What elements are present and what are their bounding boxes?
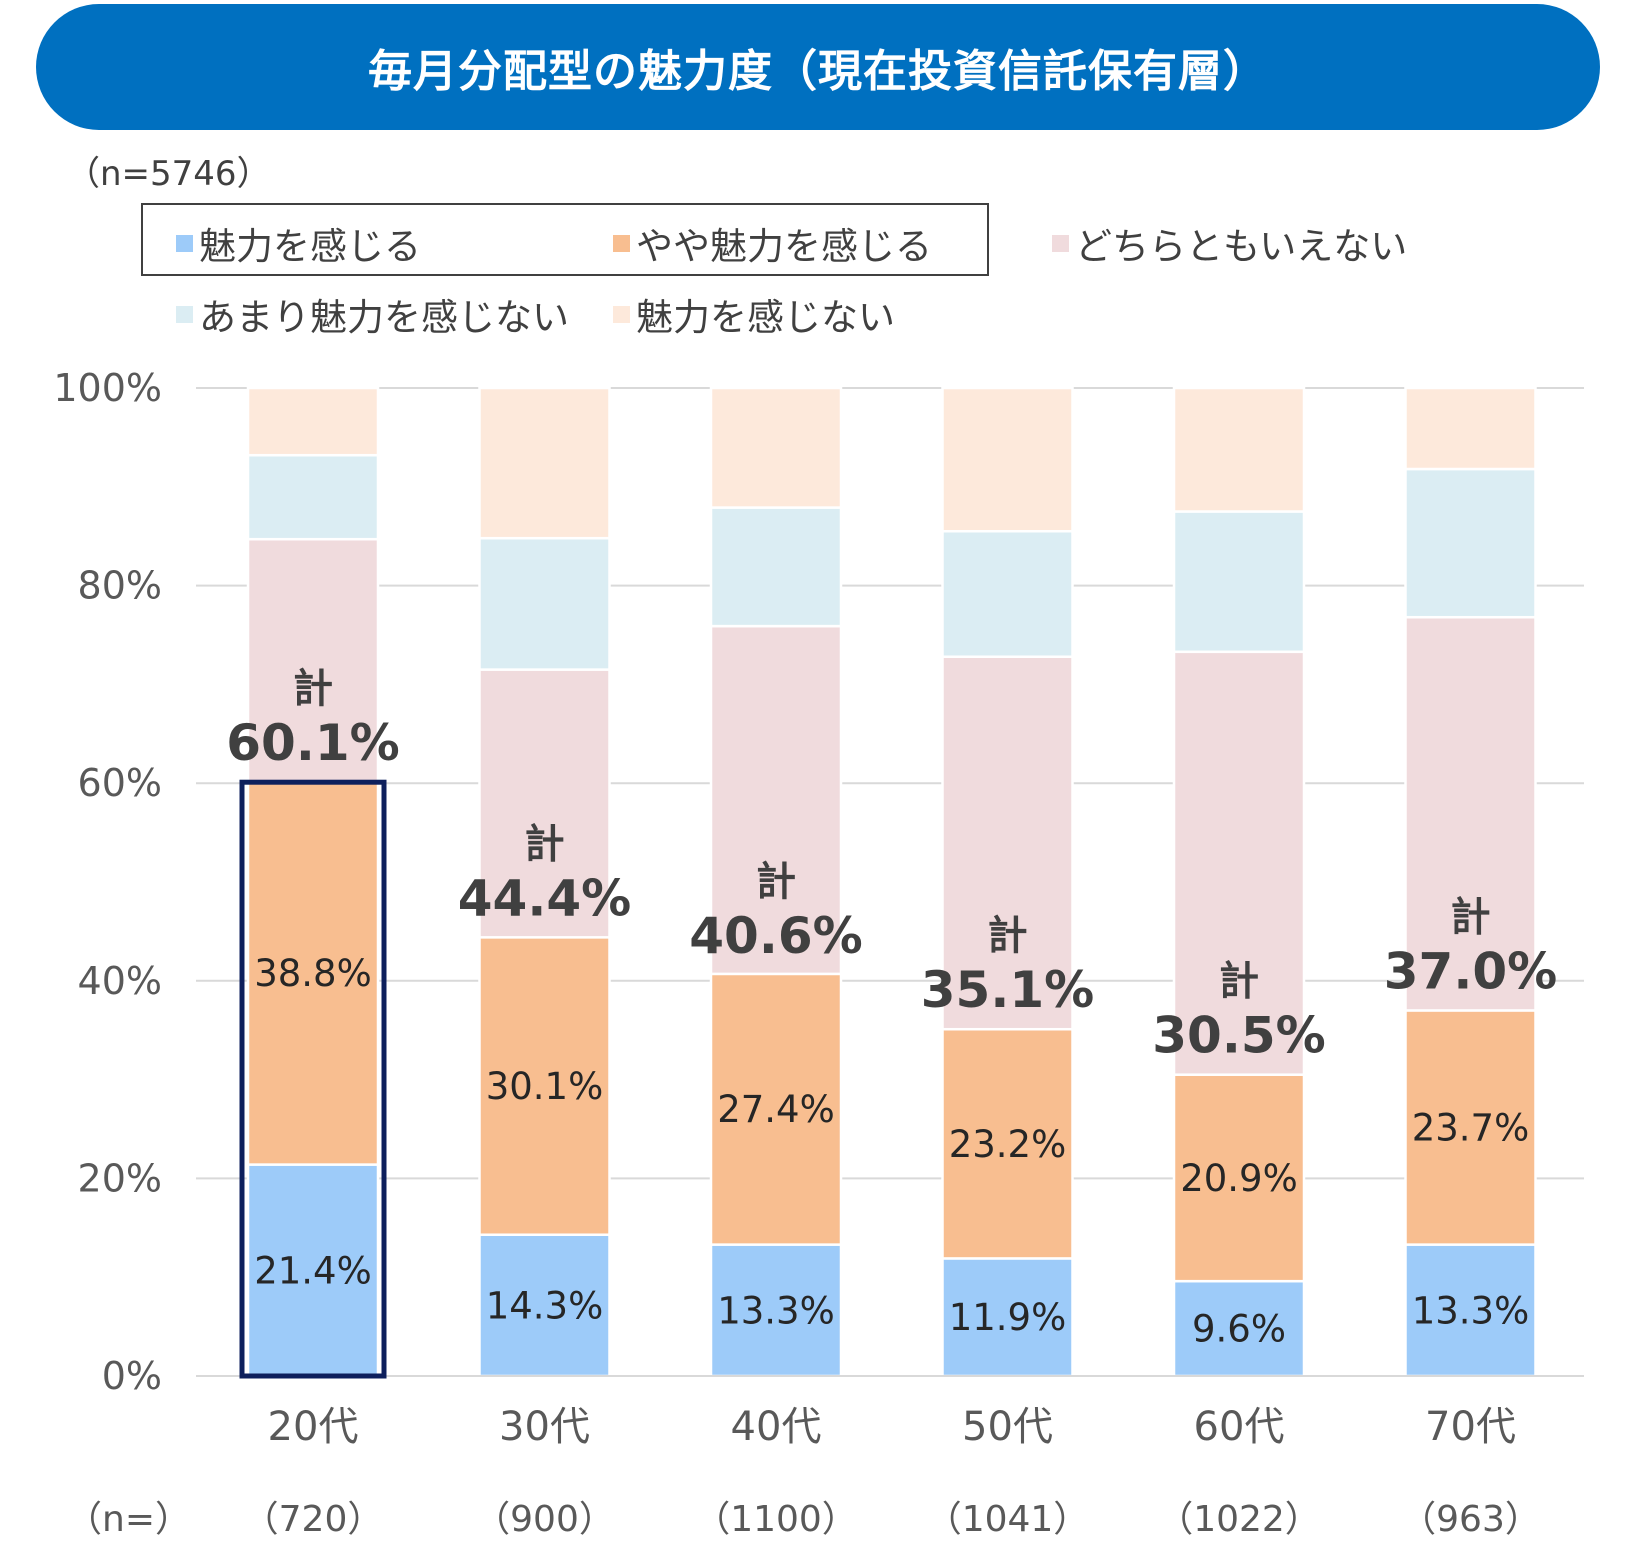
- legend-swatch-attractive: [176, 234, 193, 252]
- highlight-frame: [239, 779, 387, 1379]
- total-prefix: 計: [988, 913, 1028, 959]
- sample-size-label: （1041）: [926, 1499, 1090, 1540]
- data-label: 23.2%: [949, 1123, 1067, 1166]
- data-label: 13.3%: [717, 1289, 835, 1332]
- legend-label: やや魅力を感じる: [636, 225, 932, 268]
- data-label: 11.9%: [949, 1296, 1067, 1339]
- bar-segment: [246, 1163, 380, 1378]
- bar-segment: [1404, 467, 1537, 619]
- y-tick-label: 80%: [78, 564, 162, 608]
- legend-label: 魅力を感じない: [636, 296, 895, 339]
- total-label: 37.0%: [1384, 942, 1557, 1000]
- total-label: 60.1%: [226, 714, 399, 772]
- title-banner: 毎月分配型の魅力度（現在投資信託保有層）: [36, 4, 1600, 130]
- x-tick-label: 60代: [1194, 1404, 1285, 1450]
- legend-swatch-not-very-attractive: [176, 305, 193, 323]
- sample-size-row-label: （n=）: [66, 1499, 191, 1540]
- bar-segment: [709, 624, 843, 976]
- legend-swatch-neutral: [1052, 234, 1069, 252]
- y-tick-label: 0%: [102, 1354, 162, 1398]
- bar-segment: [709, 506, 843, 628]
- sample-size-label: （1022）: [1157, 1499, 1321, 1540]
- x-tick-label: 30代: [499, 1404, 590, 1450]
- x-tick-label: 70代: [1425, 1404, 1516, 1450]
- bar-segment: [941, 1027, 1074, 1260]
- legend-item-neutral: どちらともいえない: [1052, 216, 1407, 270]
- bar-segment: [478, 936, 611, 1236]
- bar-segment: [246, 779, 380, 1166]
- sample-size-label: （1100）: [694, 1499, 858, 1540]
- bar-segment: [1172, 1279, 1306, 1378]
- bar-segment: [1172, 650, 1306, 1076]
- bar-segment: [1172, 386, 1306, 513]
- x-tick-label: 50代: [962, 1404, 1053, 1450]
- total-label: 35.1%: [921, 961, 1094, 1019]
- legend-item-not-attractive: 魅力を感じない: [613, 287, 895, 341]
- bar-segment: [1172, 1073, 1306, 1283]
- y-tick-label: 60%: [78, 761, 162, 805]
- bar-segment: [941, 1257, 1074, 1378]
- total-label: 44.4%: [458, 869, 631, 927]
- total-sample-size: （n=5746）: [66, 154, 271, 194]
- bar-segment: [941, 530, 1074, 658]
- bar-segment: [1404, 386, 1537, 471]
- legend-item-attractive: 魅力を感じる: [176, 216, 421, 270]
- bar-segment: [709, 972, 843, 1246]
- sample-size-label: （963）: [1400, 1499, 1541, 1540]
- bar-segment: [478, 668, 611, 939]
- legend-label: あまり魅力を感じない: [199, 296, 569, 339]
- data-label: 14.3%: [486, 1284, 604, 1327]
- x-tick-label: 40代: [731, 1404, 822, 1450]
- legend-item-somewhat-attractive: やや魅力を感じる: [613, 216, 932, 270]
- x-tick-label: 20代: [268, 1404, 359, 1450]
- sample-size-label: （900）: [474, 1499, 615, 1540]
- data-label: 13.3%: [1412, 1289, 1530, 1332]
- bar-segment: [478, 1233, 611, 1378]
- bar-segment: [246, 537, 380, 783]
- bar-segment: [941, 655, 1074, 1031]
- sample-size-label: （720）: [243, 1499, 384, 1540]
- bar-segment: [709, 386, 843, 509]
- bar-segment: [941, 386, 1074, 533]
- bar-segment: [478, 386, 611, 540]
- legend-label: どちらともいえない: [1075, 225, 1408, 268]
- data-label: 23.7%: [1412, 1107, 1530, 1150]
- total-prefix: 計: [1451, 894, 1491, 940]
- legend-highlight-frame: [141, 203, 989, 276]
- total-label: 30.5%: [1152, 1007, 1325, 1065]
- data-label: 30.1%: [486, 1065, 604, 1108]
- chart-title: 毎月分配型の魅力度（現在投資信託保有層）: [368, 46, 1268, 97]
- bar-segment: [1172, 510, 1306, 654]
- data-label: 38.8%: [254, 952, 372, 995]
- data-label: 21.4%: [254, 1249, 372, 1292]
- data-label: 27.4%: [717, 1088, 835, 1131]
- legend-swatch-not-attractive: [613, 305, 630, 323]
- bar-segment: [1404, 615, 1537, 1012]
- legend-item-not-very-attractive: あまり魅力を感じない: [176, 287, 569, 341]
- data-label: 20.9%: [1180, 1157, 1298, 1200]
- total-label: 40.6%: [689, 907, 862, 965]
- legend-swatch-somewhat-attractive: [613, 234, 630, 252]
- total-prefix: 計: [525, 821, 565, 867]
- total-prefix: 計: [1219, 959, 1259, 1005]
- total-prefix: 計: [756, 859, 796, 905]
- y-tick-label: 100%: [53, 366, 162, 410]
- y-tick-label: 20%: [78, 1156, 162, 1200]
- bar-segment: [246, 386, 380, 457]
- bar-segment: [246, 453, 380, 541]
- y-tick-label: 40%: [78, 959, 162, 1003]
- bar-segment: [478, 536, 611, 671]
- legend-label: 魅力を感じる: [199, 225, 421, 268]
- data-label: 9.6%: [1192, 1308, 1286, 1351]
- bar-segment: [1404, 1009, 1537, 1246]
- total-prefix: 計: [293, 666, 333, 712]
- bar-segment: [709, 1243, 843, 1378]
